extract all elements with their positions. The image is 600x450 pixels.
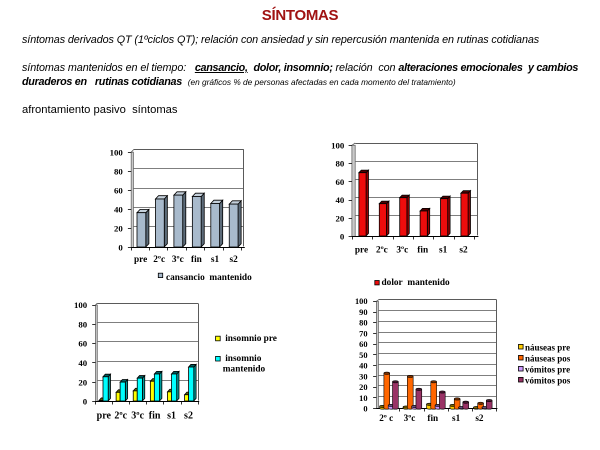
svg-text:60: 60	[359, 340, 367, 349]
svg-text:60: 60	[78, 339, 87, 349]
svg-text:insomnio: insomnio	[225, 354, 262, 364]
svg-text:náuseas pre: náuseas pre	[525, 342, 570, 352]
svg-text:100: 100	[74, 300, 88, 310]
svg-text:20: 20	[114, 223, 123, 233]
svg-text:mantenido: mantenido	[223, 365, 266, 375]
svg-text:2ºc: 2ºc	[153, 255, 165, 265]
svg-text:s2: s2	[229, 255, 238, 265]
svg-text:40: 40	[78, 358, 87, 368]
svg-text:40: 40	[114, 204, 123, 214]
svg-text:80: 80	[114, 166, 123, 176]
svg-text:s1: s1	[167, 411, 176, 422]
svg-text:0: 0	[83, 397, 88, 407]
svg-text:100: 100	[331, 140, 345, 150]
svg-text:3ºc: 3ºc	[131, 411, 144, 422]
svg-text:fin: fin	[191, 255, 203, 265]
svg-text:vómitos pre: vómitos pre	[525, 364, 570, 374]
svg-text:70: 70	[359, 329, 367, 338]
svg-text:dolor mantenido: dolor mantenido	[382, 278, 451, 288]
svg-text:pre: pre	[355, 246, 368, 256]
svg-text:80: 80	[359, 319, 367, 328]
svg-text:3ºc: 3ºc	[404, 413, 416, 423]
svg-text:fin: fin	[427, 413, 438, 423]
svg-text:fin: fin	[417, 246, 429, 256]
svg-text:s1: s1	[452, 413, 461, 423]
svg-text:2º c: 2º c	[379, 413, 393, 423]
svg-text:20: 20	[359, 383, 367, 392]
svg-text:2ºc: 2ºc	[114, 411, 127, 422]
svg-text:40: 40	[336, 195, 345, 205]
svg-text:pre: pre	[134, 255, 147, 265]
svg-text:s2: s2	[475, 413, 484, 423]
svg-text:60: 60	[336, 177, 345, 187]
svg-text:30: 30	[359, 372, 367, 381]
svg-text:náuseas pos: náuseas pos	[525, 353, 571, 363]
svg-text:100: 100	[110, 147, 124, 157]
svg-text:s1: s1	[211, 255, 220, 265]
svg-text:50: 50	[359, 351, 367, 360]
svg-text:20: 20	[336, 213, 345, 223]
svg-text:20: 20	[78, 377, 87, 387]
svg-text:vómitos pos: vómitos pos	[525, 375, 571, 385]
svg-text:100: 100	[355, 297, 368, 306]
svg-text:s2: s2	[184, 411, 193, 422]
svg-text:90: 90	[359, 308, 367, 317]
svg-text:40: 40	[359, 362, 367, 371]
svg-text:80: 80	[78, 319, 87, 329]
svg-text:cansancio mantenido: cansancio mantenido	[166, 273, 252, 283]
svg-text:60: 60	[114, 185, 123, 195]
svg-text:80: 80	[336, 159, 345, 169]
svg-text:s2: s2	[459, 246, 468, 256]
svg-text:fin: fin	[149, 411, 161, 422]
svg-text:2ºc: 2ºc	[376, 246, 388, 256]
svg-text:insomnio pre: insomnio pre	[225, 334, 277, 344]
svg-text:10: 10	[359, 394, 367, 403]
svg-text:0: 0	[340, 232, 345, 242]
svg-text:pre: pre	[97, 411, 112, 422]
svg-text:3ºc: 3ºc	[396, 246, 408, 256]
svg-text:0: 0	[118, 243, 123, 253]
svg-text:3ºc: 3ºc	[172, 255, 184, 265]
svg-text:0: 0	[363, 405, 367, 414]
svg-text:s1: s1	[439, 246, 448, 256]
